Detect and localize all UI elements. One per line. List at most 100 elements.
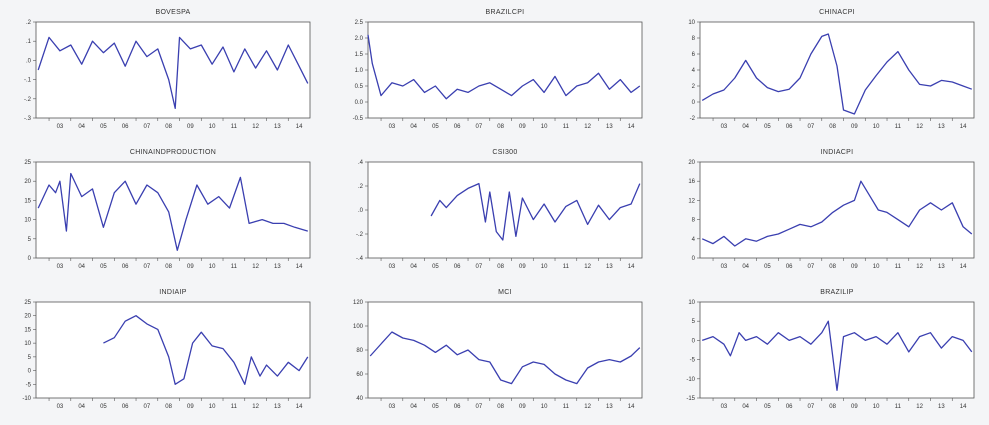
x-tick-label: 11: [563, 124, 570, 130]
chart-panel-indiaip: INDIAIP 25 20 15 10 5 0 -5 -10 03 04 05 06 07 08 09 10 11…: [0, 280, 325, 420]
x-tick-label: 06: [122, 264, 129, 270]
x-tick-label: 04: [742, 264, 749, 270]
x-tick-label: 08: [497, 264, 504, 270]
x-tick-label: 07: [808, 264, 815, 270]
x-tick-label: 08: [497, 124, 504, 130]
x-tick-label: 03: [57, 124, 64, 130]
x-tick-label: 07: [144, 124, 151, 130]
x-tick-label: 14: [296, 404, 303, 410]
x-tick-label: 12: [916, 404, 923, 410]
x-tick-label: 04: [742, 404, 749, 410]
x-tick-label: 13: [938, 404, 945, 410]
y-tick-label: 8: [692, 218, 696, 224]
x-tick-label: 06: [454, 404, 461, 410]
y-tick-label: -10: [22, 396, 31, 402]
x-tick-label: 06: [454, 124, 461, 130]
y-tick-label: 2: [692, 84, 696, 90]
x-tick-label: 08: [165, 404, 172, 410]
y-tick-label: 16: [688, 179, 695, 185]
x-tick-label: 12: [252, 264, 259, 270]
y-tick-label: 1.0: [355, 68, 364, 74]
chart-panel-csi300: CSI300 .4 .2 .0 -.2 -.4 03 04 05 06 07 08 09 10 11 12 13…: [332, 140, 657, 280]
y-tick-label: .0: [358, 208, 364, 214]
x-tick-label: 14: [296, 124, 303, 130]
x-tick-label: 08: [829, 404, 836, 410]
chart-title: CHINACPI: [819, 9, 855, 16]
y-tick-label: -.2: [24, 97, 32, 103]
x-tick-label: 10: [209, 124, 216, 130]
x-tick-label: 14: [960, 264, 967, 270]
x-tick-label: 14: [628, 124, 635, 130]
series-line: [701, 320, 973, 391]
y-tick-label: 80: [356, 348, 363, 354]
x-tick-label: 07: [476, 404, 483, 410]
series-line: [37, 172, 308, 251]
y-tick-label: .2: [358, 184, 364, 190]
x-tick-label: 09: [519, 404, 526, 410]
chart-title: BRAZILCPI: [486, 9, 525, 16]
y-tick-label: 10: [24, 218, 31, 224]
x-tick-label: 10: [541, 124, 548, 130]
plot-frame: [35, 21, 311, 119]
x-tick-label: 11: [231, 404, 238, 410]
y-tick-label: 0: [692, 256, 696, 262]
x-tick-label: 03: [721, 264, 728, 270]
x-tick-label: 03: [389, 404, 396, 410]
y-tick-label: 4: [692, 237, 696, 243]
x-tick-label: 07: [144, 404, 151, 410]
y-tick-label: 25: [24, 300, 31, 306]
chart-panel-brazilip: BRAZILIP 10 5 0 -5 -10 -15 03 04 05 06 07 08 09 10 11 12…: [664, 280, 989, 420]
y-tick-label: 5: [28, 237, 32, 243]
y-tick-label: 0: [28, 256, 32, 262]
y-tick-label: -.2: [356, 232, 364, 238]
series-line: [369, 331, 641, 385]
x-tick-label: 04: [742, 124, 749, 130]
y-tick-label: .2: [26, 20, 32, 26]
x-tick-label: 11: [895, 124, 902, 130]
chart-title: INDIAIP: [159, 289, 186, 296]
chart-title: MCI: [498, 289, 512, 296]
y-tick-label: 15: [24, 327, 31, 333]
y-tick-label: 0.0: [355, 100, 364, 106]
y-tick-label: -5: [690, 358, 696, 364]
x-tick-label: 12: [916, 124, 923, 130]
y-tick-label: 10: [688, 20, 695, 26]
x-tick-label: 04: [78, 124, 85, 130]
x-tick-label: 06: [786, 124, 793, 130]
x-tick-label: 03: [57, 264, 64, 270]
x-tick-label: 06: [454, 264, 461, 270]
y-tick-label: 2.5: [355, 20, 364, 26]
y-tick-label: 12: [688, 198, 695, 204]
chart-svg: BRAZILIP 10 5 0 -5 -10 -15 03 04 05 06 07 08 09 10 11 12…: [686, 289, 975, 410]
x-tick-label: 04: [410, 124, 417, 130]
x-tick-label: 08: [829, 124, 836, 130]
x-tick-label: 03: [57, 404, 64, 410]
y-tick-label: -0.5: [353, 116, 364, 122]
x-tick-label: 08: [165, 124, 172, 130]
chart-title: BRAZILIP: [820, 289, 854, 296]
x-tick-label: 09: [519, 264, 526, 270]
chart-svg: MCI 120 100 80 60 40 03 04 05 06 07 08 09 10 11 12 13 14: [353, 289, 643, 410]
x-tick-label: 14: [628, 264, 635, 270]
x-tick-label: 08: [829, 264, 836, 270]
plot-frame: [35, 161, 311, 259]
x-tick-label: 11: [895, 404, 902, 410]
x-tick-label: 03: [389, 264, 396, 270]
chart-title: CSI300: [492, 149, 517, 156]
chart-svg: BRAZILCPI 2.5 2.0 1.5 1.0 0.5 0.0 -0.5 03 04 05 06 0…: [353, 9, 643, 130]
y-tick-label: 0: [692, 338, 696, 344]
series-line: [37, 36, 309, 110]
x-tick-label: 12: [584, 404, 591, 410]
plot-frame: [35, 301, 311, 399]
y-tick-label: -.4: [356, 256, 364, 262]
x-tick-label: 10: [873, 124, 880, 130]
x-tick-label: 14: [628, 404, 635, 410]
x-tick-label: 04: [78, 264, 85, 270]
x-tick-label: 06: [122, 404, 129, 410]
series-line: [103, 315, 309, 385]
x-tick-label: 07: [808, 404, 815, 410]
y-tick-label: 6: [692, 52, 696, 58]
chart-panel-mci: MCI 120 100 80 60 40 03 04 05 06 07 08 09 10 11 12 13 14: [332, 280, 657, 420]
chart-panel-brazilcpi: BRAZILCPI 2.5 2.0 1.5 1.0 0.5 0.0 -0.5 03 04 05 06 0…: [332, 0, 657, 140]
